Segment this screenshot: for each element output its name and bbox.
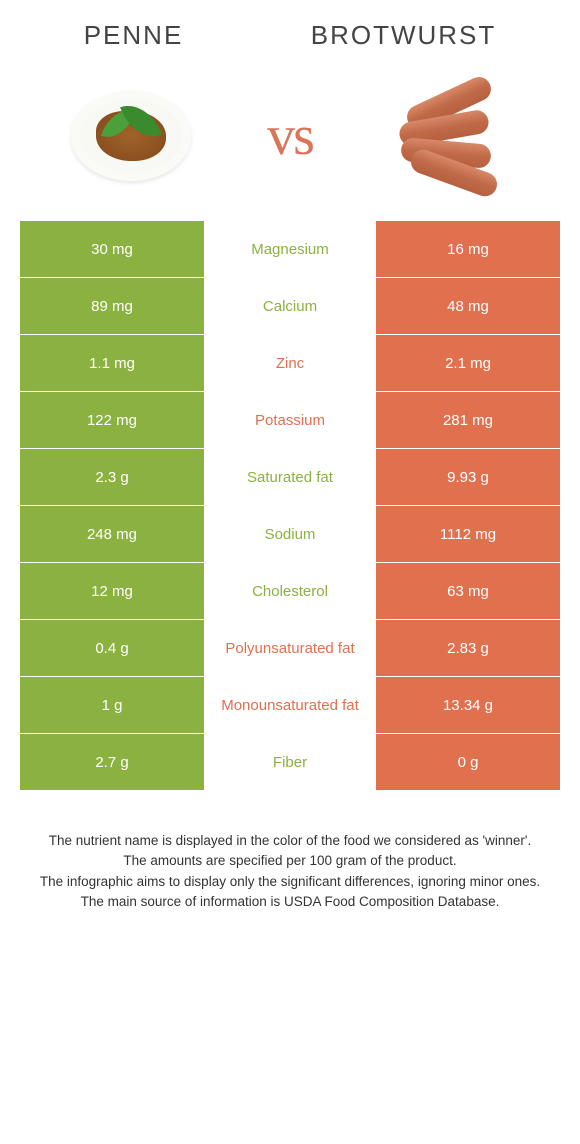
right-value: 16 mg xyxy=(376,221,560,277)
infographic-container: Penne Brotwurst vs 30 mgMagnesium16 mg89… xyxy=(0,0,580,942)
right-value: 13.34 g xyxy=(376,677,560,733)
left-value: 89 mg xyxy=(20,278,204,334)
table-row: 89 mgCalcium48 mg xyxy=(20,278,560,334)
left-value: 248 mg xyxy=(20,506,204,562)
nutrient-table: 30 mgMagnesium16 mg89 mgCalcium48 mg1.1 … xyxy=(20,221,560,790)
left-value: 12 mg xyxy=(20,563,204,619)
left-value: 2.7 g xyxy=(20,734,204,790)
left-value: 1 g xyxy=(20,677,204,733)
table-row: 2.7 gFiber0 g xyxy=(20,734,560,790)
nutrient-label: Monounsaturated fat xyxy=(204,677,376,733)
header-row: Penne Brotwurst xyxy=(0,10,580,71)
penne-image xyxy=(66,81,196,191)
left-value: 122 mg xyxy=(20,392,204,448)
nutrient-label: Saturated fat xyxy=(204,449,376,505)
nutrient-label: Magnesium xyxy=(204,221,376,277)
table-row: 30 mgMagnesium16 mg xyxy=(20,221,560,277)
table-row: 1.1 mgZinc2.1 mg xyxy=(20,335,560,391)
footer-line: The amounts are specified per 100 gram o… xyxy=(30,851,550,871)
vs-label: vs xyxy=(267,104,313,168)
table-row: 0.4 gPolyunsaturated fat2.83 g xyxy=(20,620,560,676)
right-value: 1112 mg xyxy=(376,506,560,562)
left-value: 1.1 mg xyxy=(20,335,204,391)
right-value: 2.1 mg xyxy=(376,335,560,391)
left-value: 2.3 g xyxy=(20,449,204,505)
footer-line: The infographic aims to display only the… xyxy=(30,872,550,892)
table-row: 12 mgCholesterol63 mg xyxy=(20,563,560,619)
right-value: 63 mg xyxy=(376,563,560,619)
right-food-title: Brotwurst xyxy=(311,20,497,51)
right-value: 2.83 g xyxy=(376,620,560,676)
right-value: 281 mg xyxy=(376,392,560,448)
footer-line: The main source of information is USDA F… xyxy=(30,892,550,912)
images-row: vs xyxy=(0,71,580,221)
left-food-title: Penne xyxy=(84,20,184,51)
table-row: 122 mgPotassium281 mg xyxy=(20,392,560,448)
nutrient-label: Cholesterol xyxy=(204,563,376,619)
nutrient-label: Potassium xyxy=(204,392,376,448)
footer-notes: The nutrient name is displayed in the co… xyxy=(0,791,580,932)
brotwurst-image xyxy=(384,81,514,191)
nutrient-label: Polyunsaturated fat xyxy=(204,620,376,676)
nutrient-label: Fiber xyxy=(204,734,376,790)
right-value: 9.93 g xyxy=(376,449,560,505)
left-value: 0.4 g xyxy=(20,620,204,676)
table-row: 248 mgSodium1112 mg xyxy=(20,506,560,562)
footer-line: The nutrient name is displayed in the co… xyxy=(30,831,550,851)
right-value: 48 mg xyxy=(376,278,560,334)
nutrient-label: Sodium xyxy=(204,506,376,562)
nutrient-label: Zinc xyxy=(204,335,376,391)
left-value: 30 mg xyxy=(20,221,204,277)
table-row: 2.3 gSaturated fat9.93 g xyxy=(20,449,560,505)
table-row: 1 gMonounsaturated fat13.34 g xyxy=(20,677,560,733)
right-value: 0 g xyxy=(376,734,560,790)
nutrient-label: Calcium xyxy=(204,278,376,334)
